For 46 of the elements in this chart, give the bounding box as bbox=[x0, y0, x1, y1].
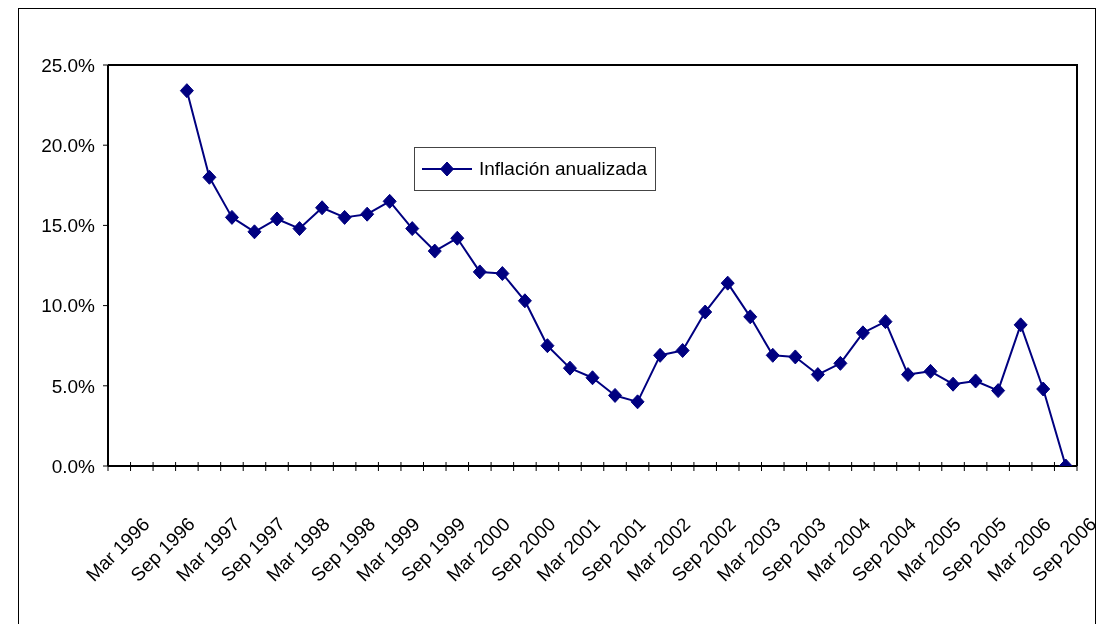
point bbox=[427, 243, 442, 259]
point bbox=[1013, 317, 1028, 333]
point bbox=[810, 367, 825, 383]
point bbox=[224, 209, 239, 225]
point bbox=[360, 206, 375, 222]
point bbox=[540, 338, 555, 354]
point bbox=[450, 230, 465, 246]
point bbox=[765, 347, 780, 363]
point bbox=[270, 211, 285, 227]
y-tick-label: 25.0% bbox=[41, 54, 96, 76]
point bbox=[608, 387, 623, 403]
legend-label: Inflación anualizada bbox=[479, 158, 647, 180]
point bbox=[562, 360, 577, 376]
point bbox=[653, 347, 668, 363]
point bbox=[698, 304, 713, 320]
point bbox=[585, 370, 600, 386]
point bbox=[247, 224, 262, 240]
point bbox=[923, 363, 938, 379]
point bbox=[855, 325, 870, 341]
point bbox=[720, 275, 735, 291]
point bbox=[878, 314, 893, 330]
point bbox=[472, 264, 487, 280]
point bbox=[743, 309, 758, 325]
point bbox=[1036, 381, 1051, 397]
point bbox=[202, 169, 217, 185]
y-tick-label: 20.0% bbox=[41, 134, 96, 156]
point bbox=[495, 266, 510, 282]
y-tick-label: 0.0% bbox=[51, 455, 96, 477]
point bbox=[833, 355, 848, 371]
point bbox=[788, 349, 803, 365]
y-tick-label: 10.0% bbox=[41, 295, 96, 317]
point bbox=[630, 394, 645, 410]
point bbox=[179, 83, 194, 99]
point bbox=[315, 200, 330, 216]
point bbox=[337, 209, 352, 225]
point bbox=[968, 373, 983, 389]
y-tick-label: 15.0% bbox=[41, 215, 96, 237]
point bbox=[382, 193, 397, 209]
point bbox=[675, 343, 690, 359]
point bbox=[292, 221, 307, 237]
point bbox=[517, 293, 532, 309]
point bbox=[991, 383, 1006, 399]
point bbox=[405, 221, 420, 237]
point bbox=[900, 367, 915, 383]
y-tick-label: 5.0% bbox=[51, 375, 96, 397]
point bbox=[946, 376, 961, 392]
